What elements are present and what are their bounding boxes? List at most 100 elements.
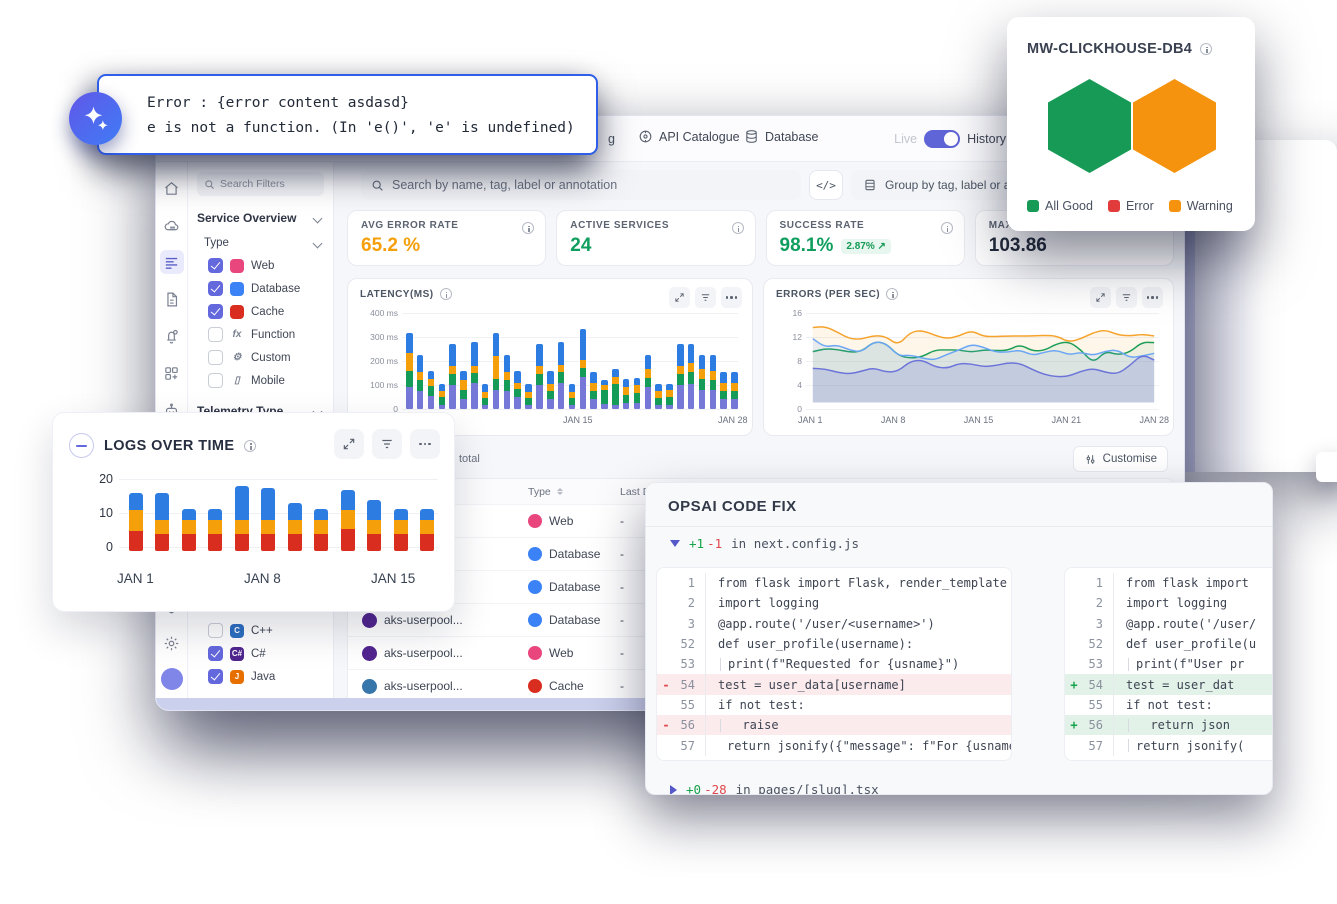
logs-bar[interactable] — [393, 508, 408, 551]
logs-bar[interactable] — [181, 508, 196, 551]
latency-bar[interactable] — [449, 344, 456, 409]
service-search-input[interactable]: Search by name, tag, label or annotation — [361, 170, 801, 200]
column-type[interactable]: Type — [528, 486, 620, 498]
expand-icon[interactable] — [669, 287, 690, 308]
latency-bar[interactable] — [481, 383, 489, 409]
latency-bar[interactable] — [731, 371, 738, 409]
logs-bar[interactable] — [419, 508, 434, 551]
section-type[interactable]: Type — [204, 237, 324, 249]
more-options-icon[interactable] — [721, 287, 742, 308]
info-icon[interactable] — [244, 439, 257, 452]
latency-bar[interactable] — [644, 355, 652, 409]
logs-bar[interactable] — [155, 493, 170, 551]
info-icon[interactable] — [940, 222, 953, 234]
dashboards-grid-icon[interactable] — [160, 361, 184, 385]
logs-file-icon[interactable] — [160, 287, 184, 311]
services-list-icon[interactable] — [159, 250, 184, 274]
latency-bar[interactable] — [579, 328, 587, 409]
filter-c++[interactable]: C C++ — [197, 619, 324, 642]
latency-bar[interactable] — [590, 371, 597, 409]
latency-bar[interactable] — [633, 377, 641, 409]
logs-bar[interactable] — [208, 508, 223, 551]
hexagon-warning[interactable] — [1133, 79, 1216, 173]
latency-bar[interactable] — [492, 333, 500, 409]
logs-bar[interactable] — [129, 493, 143, 551]
more-options-icon[interactable] — [410, 429, 440, 459]
section-service-overview[interactable]: Service Overview — [197, 211, 324, 225]
hexagon-all-good[interactable] — [1048, 79, 1131, 173]
filter-search-input[interactable]: Search Filters — [197, 172, 324, 196]
checkbox-unchecked[interactable] — [208, 327, 223, 342]
latency-bar[interactable] — [568, 383, 576, 409]
more-options-icon[interactable] — [1142, 287, 1163, 308]
latency-bar[interactable] — [622, 379, 630, 409]
latency-bar[interactable] — [720, 371, 728, 409]
alerts-bell-icon[interactable] — [160, 324, 184, 348]
info-icon[interactable] — [886, 288, 899, 300]
filter-database[interactable]: Database — [197, 277, 324, 300]
expand-icon[interactable] — [1090, 287, 1111, 308]
checkbox-unchecked[interactable] — [208, 623, 223, 638]
logs-bar[interactable] — [340, 489, 355, 551]
infrastructure-icon[interactable] — [160, 213, 184, 237]
latency-bar[interactable] — [438, 383, 446, 409]
settings-gear-icon[interactable] — [160, 631, 184, 655]
filter-web[interactable]: Web — [197, 254, 324, 277]
latency-bar[interactable] — [666, 383, 673, 409]
nav-item-api-catalogue[interactable]: API Catalogue — [638, 129, 740, 144]
nav-item-database[interactable]: Database — [744, 129, 819, 144]
info-icon[interactable] — [731, 222, 744, 234]
filter-icon[interactable] — [372, 429, 402, 459]
filter-cache[interactable]: Cache — [197, 300, 324, 323]
customise-button[interactable]: Customise — [1072, 446, 1168, 472]
expand-icon[interactable] — [334, 429, 364, 459]
checkbox-checked[interactable] — [208, 281, 223, 296]
collapse-icon[interactable] — [69, 433, 94, 458]
latency-bar[interactable] — [546, 370, 554, 409]
checkbox-unchecked[interactable] — [208, 350, 223, 365]
filter-mobile[interactable]: ▯ Mobile — [197, 369, 324, 392]
history-toggle[interactable] — [924, 130, 961, 148]
diff-file-row-collapsed[interactable]: +0 -28 in pages/[slug].tsx — [646, 773, 901, 794]
info-icon[interactable] — [439, 288, 452, 300]
checkbox-checked[interactable] — [208, 669, 223, 684]
user-avatar[interactable] — [160, 668, 183, 690]
latency-bar[interactable] — [536, 344, 543, 409]
latency-bar[interactable] — [471, 341, 478, 409]
filter-c#[interactable]: C# C# — [197, 642, 324, 665]
latency-bar[interactable] — [557, 341, 565, 409]
latency-bar[interactable] — [709, 355, 717, 409]
info-icon[interactable] — [522, 222, 535, 234]
filter-function[interactable]: fx Function — [197, 323, 324, 346]
latency-bar[interactable] — [525, 383, 532, 409]
latency-bar[interactable] — [698, 355, 706, 409]
checkbox-checked[interactable] — [208, 258, 223, 273]
latency-bar[interactable] — [416, 355, 424, 409]
latency-bar[interactable] — [601, 380, 608, 409]
checkbox-checked[interactable] — [208, 646, 223, 661]
logs-bar[interactable] — [287, 503, 302, 551]
latency-bar[interactable] — [677, 344, 684, 409]
latency-bar[interactable] — [655, 383, 662, 409]
checkbox-unchecked[interactable] — [208, 373, 223, 388]
latency-bar[interactable] — [406, 333, 413, 409]
error-toast[interactable]: Error : {error content asdasd} e is not … — [97, 74, 598, 155]
checkbox-checked[interactable] — [208, 304, 223, 319]
query-code-button[interactable]: </> — [809, 170, 843, 200]
latency-bar[interactable] — [687, 344, 695, 409]
filter-icon[interactable] — [695, 287, 716, 308]
home-icon[interactable] — [160, 176, 184, 200]
nav-item-partial[interactable]: g — [608, 132, 615, 146]
logs-bar[interactable] — [314, 508, 329, 551]
filter-icon[interactable] — [1116, 287, 1137, 308]
logs-bar[interactable] — [367, 500, 382, 551]
diff-file-row-expanded[interactable]: +1 -1 in next.config.js — [646, 527, 1272, 557]
latency-bar[interactable] — [427, 370, 435, 409]
info-icon[interactable] — [1200, 43, 1213, 55]
logs-bar[interactable] — [234, 486, 249, 551]
filter-java[interactable]: J Java — [197, 665, 324, 688]
latency-bar[interactable] — [460, 370, 467, 409]
filter-custom[interactable]: ⚙ Custom — [197, 346, 324, 369]
latency-bar[interactable] — [514, 370, 521, 409]
latency-bar[interactable] — [612, 369, 619, 409]
